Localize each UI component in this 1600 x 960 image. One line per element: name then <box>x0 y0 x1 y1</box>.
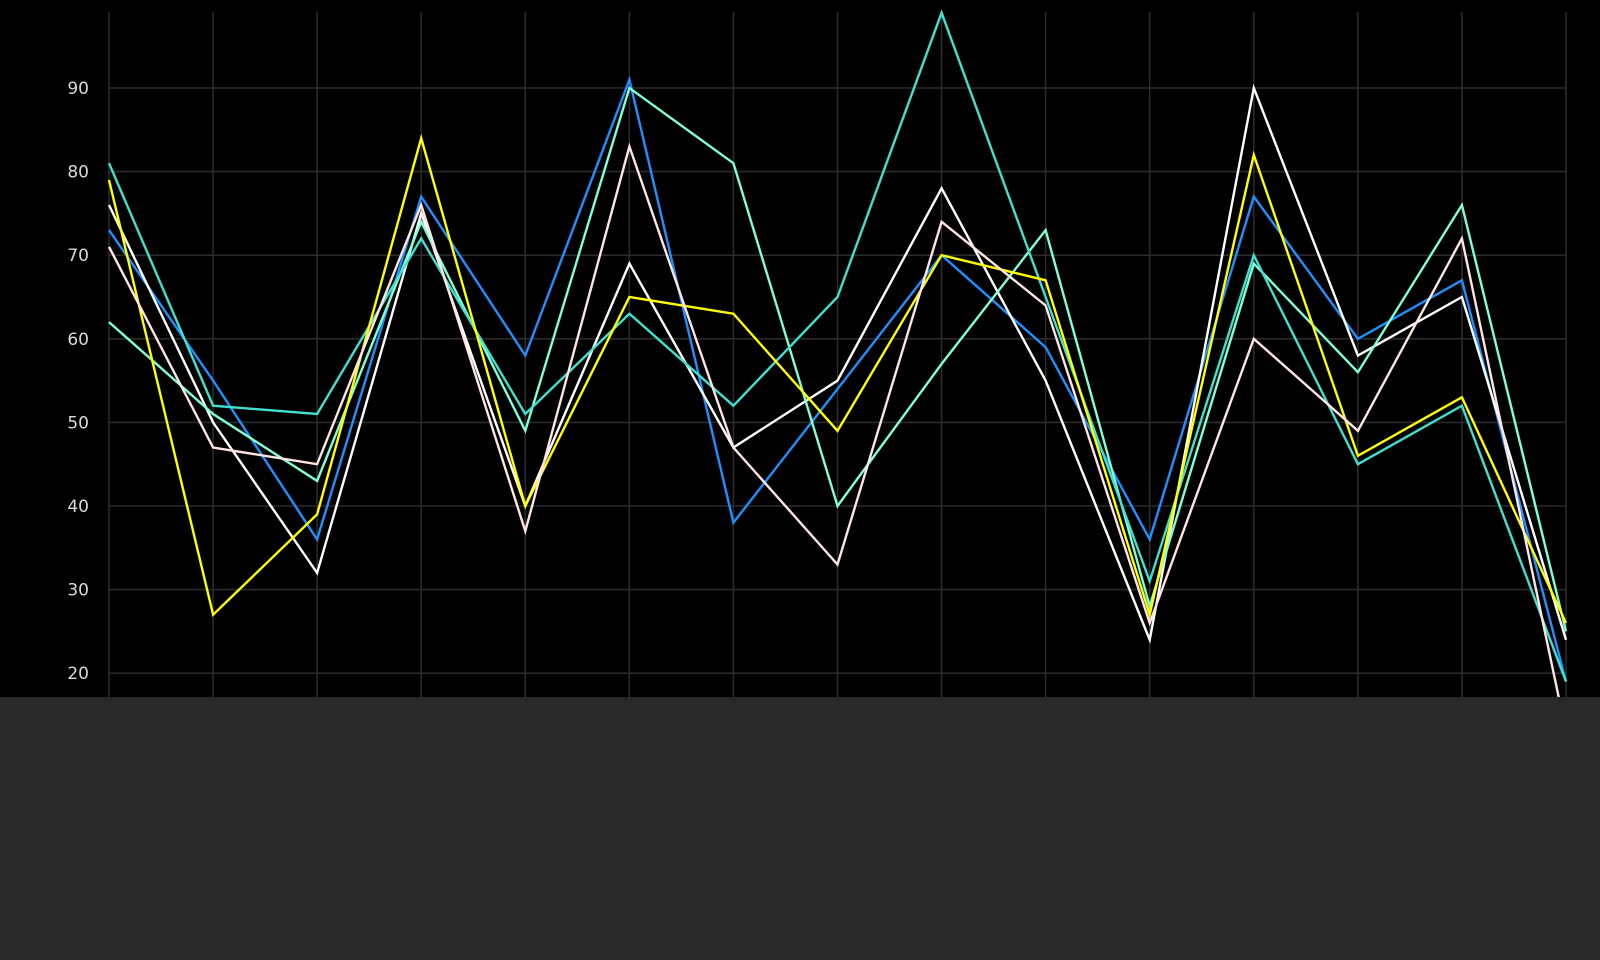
series-lines <box>107 9 1568 697</box>
y-tick-label: 20 <box>67 664 89 684</box>
chart-panel: 20 30 40 50 60 70 80 90 <box>0 0 1600 697</box>
y-tick-label: 60 <box>67 330 89 350</box>
y-axis-ticks: 20 30 40 50 60 70 80 90 <box>67 79 89 684</box>
y-tick-label: 80 <box>67 163 89 183</box>
y-tick-label: 40 <box>67 497 89 517</box>
bottom-panel <box>0 697 1600 960</box>
series-line-2 <box>107 83 1568 645</box>
grid <box>108 12 1567 697</box>
series-line-3 <box>108 86 1568 632</box>
y-tick-label: 50 <box>67 413 89 433</box>
y-tick-label: 30 <box>67 581 89 601</box>
series-line-4 <box>107 9 1568 683</box>
y-tick-label: 90 <box>67 79 89 99</box>
series-line-1 <box>108 75 1568 682</box>
y-tick-label: 70 <box>67 246 89 266</box>
series-line-6 <box>107 142 1560 697</box>
line-chart: 20 30 40 50 60 70 80 90 <box>67 9 1568 697</box>
series-line-5 <box>107 133 1568 624</box>
